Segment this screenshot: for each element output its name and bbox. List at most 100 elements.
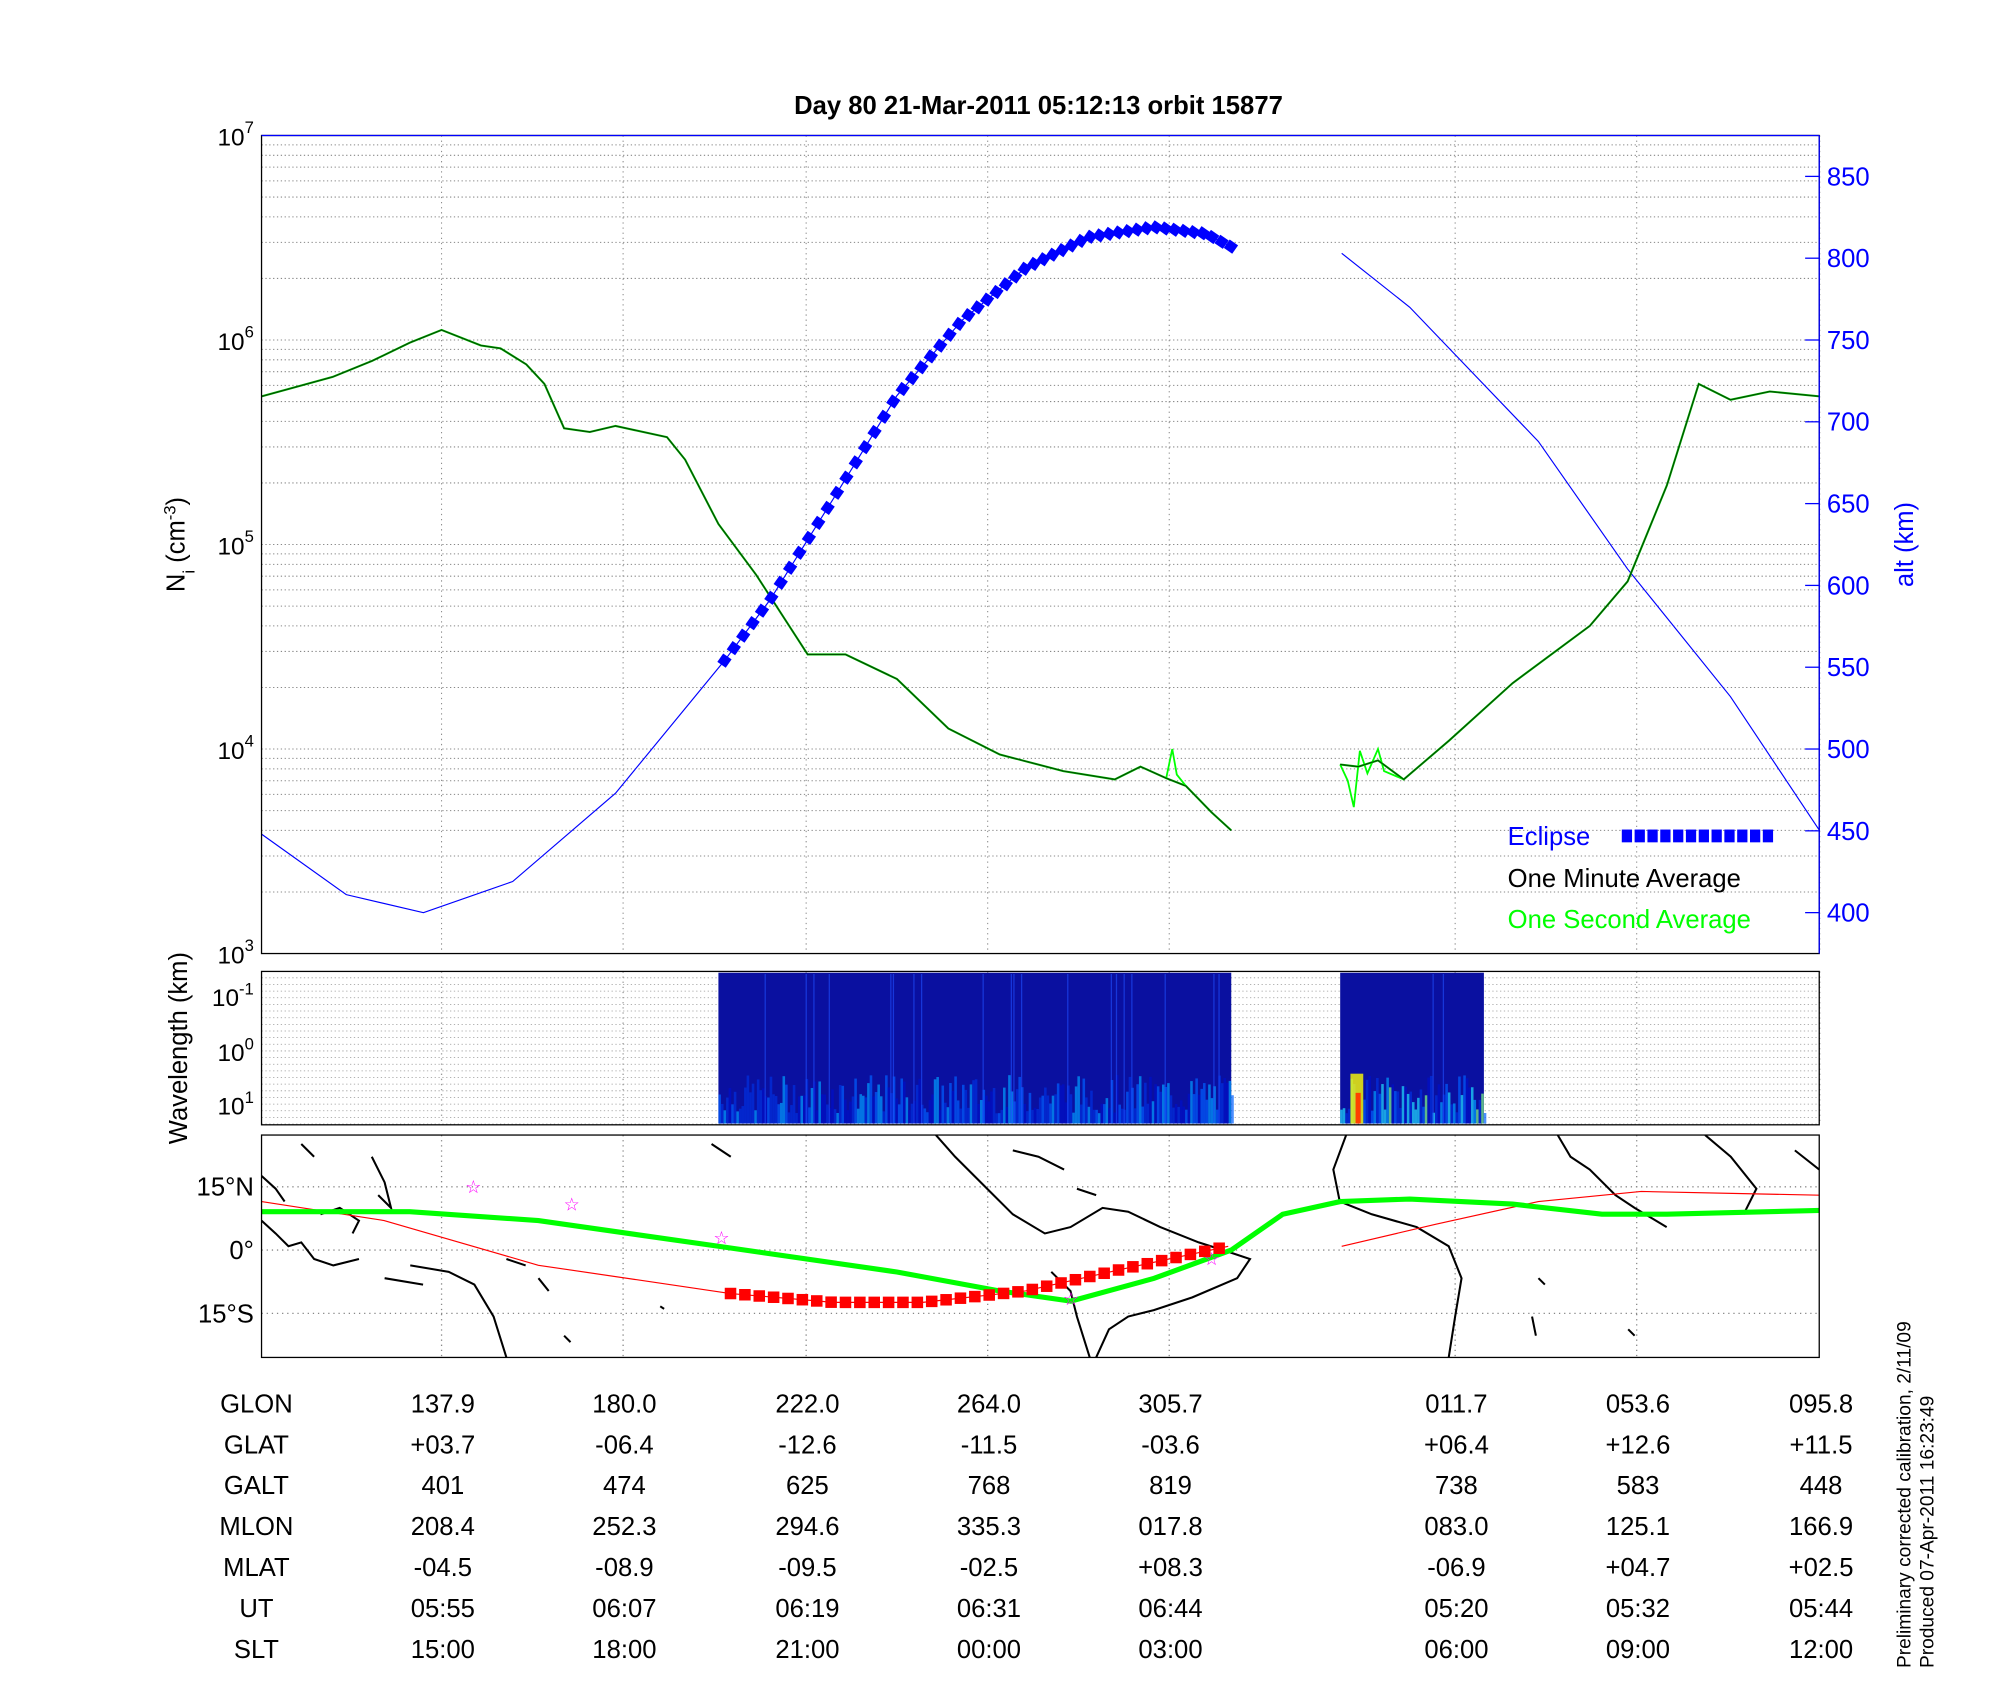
eclipse-track-marker <box>724 1287 737 1300</box>
spectrogram-bin <box>1069 1094 1073 1124</box>
spectrogram-bin <box>1363 1099 1366 1124</box>
spectrogram-bin <box>854 1078 857 1124</box>
spectrogram-bin <box>908 1110 911 1124</box>
spectrogram-stripe <box>1213 973 1215 1124</box>
eclipse-marker <box>848 455 863 470</box>
spectrogram-bin <box>1026 1111 1029 1124</box>
spectrogram-bin <box>1087 1106 1091 1124</box>
spectrogram-bin <box>915 1084 919 1124</box>
spectrogram-bin <box>1203 1083 1206 1124</box>
eclipse-marker <box>839 470 854 485</box>
eclipse-track-marker <box>739 1289 751 1301</box>
spectrogram-bin <box>823 1094 827 1124</box>
eclipse-track-marker <box>1069 1273 1082 1286</box>
spectrogram-bin <box>1378 1093 1382 1124</box>
y2-tick-label: 450 <box>1827 818 1870 846</box>
eclipse-marker <box>1092 228 1107 243</box>
spectrogram-bin <box>862 1095 865 1124</box>
spectrogram-bin <box>928 1100 932 1124</box>
spectrogram-stripe <box>1164 973 1166 1124</box>
spectrogram-bin <box>1118 1104 1121 1124</box>
spectrogram-bin <box>992 1087 996 1124</box>
spectrogram-bin <box>762 1088 765 1124</box>
table-row-label: UT <box>239 1595 274 1623</box>
spectrogram-bin <box>1023 1103 1027 1124</box>
spectrogram-bin <box>1228 1080 1232 1124</box>
spectrogram-bin <box>995 1113 998 1124</box>
table-cell: -06.9 <box>1427 1554 1485 1582</box>
table-cell: -03.6 <box>1141 1431 1199 1459</box>
spectrogram-bin <box>1185 1109 1188 1124</box>
one-minute-average-line <box>1340 383 1820 781</box>
legend-one-minute: One Minute Average <box>1508 865 1741 893</box>
spectrogram-bin <box>897 1104 901 1124</box>
table-cell: 474 <box>603 1472 646 1500</box>
station-star-icon: ☆ <box>1204 1249 1220 1269</box>
spectrogram-stripe <box>1110 973 1112 1124</box>
spectrogram-bin <box>1437 1084 1441 1124</box>
spectrogram-bin <box>1470 1087 1474 1124</box>
table-cell: 180.0 <box>592 1390 656 1418</box>
table-cell: 625 <box>786 1472 829 1500</box>
table-row-label: SLT <box>234 1636 279 1664</box>
spectrogram-bin <box>797 1096 801 1124</box>
eclipse-legend-square <box>1698 829 1709 843</box>
spectrogram-bin <box>777 1104 780 1124</box>
eclipse-track-marker <box>1170 1251 1182 1264</box>
y-tick-label: 104 <box>217 731 253 765</box>
table-cell: 083.0 <box>1424 1513 1488 1541</box>
spectrogram-bin <box>1432 1112 1436 1124</box>
eclipse-marker <box>1148 220 1164 235</box>
eclipse-marker <box>970 300 985 315</box>
spectrogram-stripe <box>1123 973 1125 1124</box>
spectrogram-stripe <box>1115 973 1118 1124</box>
spectrogram-bin <box>1044 1087 1047 1124</box>
eclipse-legend-square <box>1634 829 1645 843</box>
spectrogram-bin <box>1478 1099 1482 1124</box>
spectrogram-bin <box>1226 1082 1229 1124</box>
eclipse-track-marker <box>868 1296 881 1309</box>
spectrogram-bin <box>1077 1076 1080 1124</box>
table-cell: 137.9 <box>411 1390 475 1418</box>
spectrogram-bin <box>1126 1091 1129 1124</box>
spectrogram-bin <box>1041 1095 1045 1124</box>
table-cell: 768 <box>968 1472 1011 1500</box>
spectrogram-bin <box>1167 1083 1170 1124</box>
spectrogram-bin <box>949 1083 952 1124</box>
spectrogram-bin <box>1049 1103 1052 1124</box>
spectrogram-bin <box>851 1096 855 1124</box>
legend-one-second: One Second Average <box>1508 906 1751 934</box>
table-cell: 06:00 <box>1424 1636 1488 1664</box>
spectrogram-bin <box>1174 1104 1178 1124</box>
eclipse-track-marker <box>925 1295 938 1308</box>
spectrogram-bin <box>1192 1094 1196 1124</box>
eclipse-marker <box>933 338 948 353</box>
table-cell: +08.3 <box>1138 1554 1203 1582</box>
spectrogram-bin <box>1113 1112 1116 1124</box>
eclipse-marker <box>811 515 826 530</box>
spectrogram-bin <box>1190 1081 1193 1124</box>
spectrogram-bin <box>815 1110 819 1124</box>
spectrogram-bin <box>997 1113 1001 1124</box>
table-cell: 011.7 <box>1425 1390 1487 1418</box>
spectrogram-bin <box>1085 1097 1088 1124</box>
eclipse-track-marker <box>1155 1254 1168 1267</box>
spectrogram-bin <box>1179 1100 1183 1124</box>
table-cell: 06:19 <box>775 1595 839 1623</box>
spectrogram-bin <box>1128 1076 1132 1124</box>
eclipse-track-marker <box>767 1291 780 1303</box>
spectrogram-bin <box>879 1096 883 1124</box>
table-cell: 06:31 <box>957 1595 1021 1623</box>
spectrogram-bin <box>1463 1075 1466 1124</box>
table-cell: 738 <box>1435 1472 1478 1500</box>
y-tick-label: 105 <box>217 527 253 561</box>
spectrogram-bin <box>1036 1108 1039 1124</box>
table-cell: 05:20 <box>1424 1595 1488 1623</box>
eclipse-track-marker <box>897 1296 909 1309</box>
calibration-note: Preliminary corrected calibration, 2/11/… <box>1894 1321 1915 1668</box>
spectrogram-bin <box>877 1084 880 1124</box>
spectrogram-bin <box>964 1089 968 1124</box>
eclipse-marker <box>876 409 892 424</box>
spectrogram-bin <box>836 1112 839 1124</box>
eclipse-legend-square <box>1685 829 1697 843</box>
